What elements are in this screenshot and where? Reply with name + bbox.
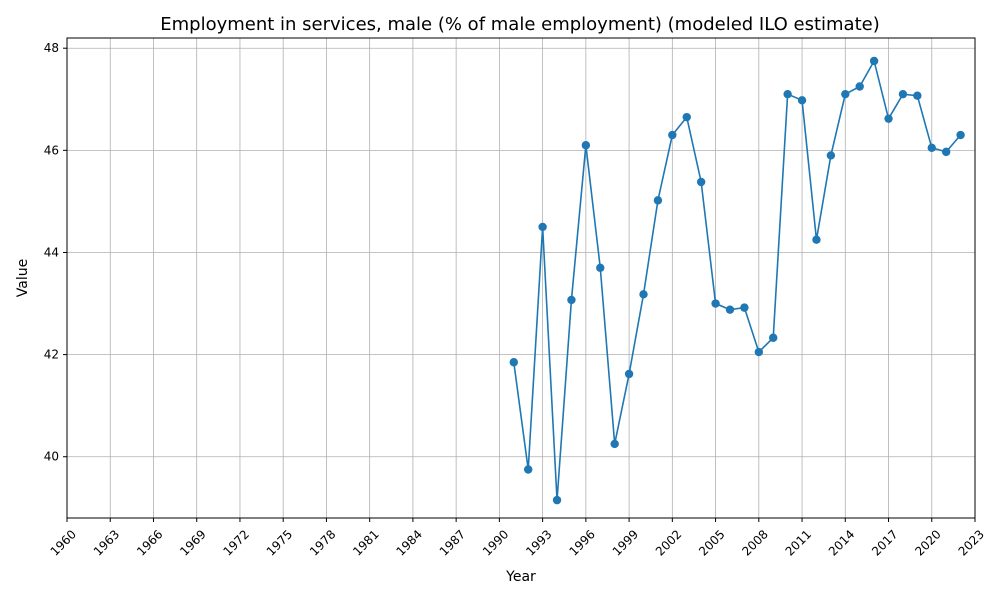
grid-layer <box>66 38 976 518</box>
data-point-2021 <box>941 147 951 157</box>
data-point-2001 <box>653 196 663 205</box>
x-tick-label: 1978 <box>307 527 338 558</box>
data-point-2008 <box>754 347 764 357</box>
data-point-1996 <box>581 141 591 150</box>
data-point-2005 <box>711 299 720 308</box>
x-tick-label: 2011 <box>783 527 814 558</box>
data-point-2017 <box>884 114 893 123</box>
x-tick-label: 1960 <box>48 527 79 558</box>
x-tick-label: 1990 <box>480 527 511 558</box>
data-point-2002 <box>668 130 677 140</box>
y-axis-label: Value <box>15 259 31 297</box>
x-tick-label: 2002 <box>653 527 684 558</box>
x-tick-label: 1987 <box>437 527 468 558</box>
data-point-2014 <box>841 89 850 99</box>
data-point-1995 <box>567 295 576 305</box>
x-tick-label: 2014 <box>826 527 857 558</box>
x-tick-label: 1963 <box>91 527 122 558</box>
data-point-1999 <box>624 369 634 379</box>
series-layer <box>509 56 965 505</box>
x-tick-label: 1972 <box>221 527 252 558</box>
x-tick-label: 1966 <box>134 527 165 558</box>
data-point-2007 <box>740 303 749 312</box>
data-point-2011 <box>797 96 807 105</box>
chart-title: Employment in services, male (% of male … <box>160 14 880 35</box>
y-tick-label: 42 <box>44 348 59 362</box>
data-point-2022 <box>956 130 965 140</box>
data-point-2000 <box>639 290 648 299</box>
data-point-1994 <box>552 495 562 505</box>
data-point-2009 <box>769 333 778 342</box>
data-point-2012 <box>812 235 821 244</box>
data-point-2004 <box>696 177 706 187</box>
data-point-1992 <box>524 465 533 474</box>
data-point-1991 <box>509 358 518 367</box>
x-tick-label: 1996 <box>566 527 597 558</box>
data-point-1998 <box>610 439 619 449</box>
x-tick-label: 2017 <box>869 527 900 558</box>
plot-frame <box>66 37 976 519</box>
y-tick-label: 46 <box>44 143 59 157</box>
x-tick-label: 2023 <box>956 527 987 558</box>
data-point-2018 <box>898 89 908 99</box>
y-tick-label: 40 <box>44 450 59 464</box>
x-tick-label: 2005 <box>696 527 727 558</box>
y-tick-label: 48 <box>44 41 59 55</box>
x-axis-label: Year <box>505 569 536 585</box>
data-point-2019 <box>913 91 922 100</box>
data-point-2013 <box>826 151 836 160</box>
y-tick-label: 44 <box>44 245 59 259</box>
data-point-2020 <box>927 143 936 152</box>
x-tick-label: 1984 <box>393 527 424 558</box>
x-tick-label: 2020 <box>912 527 943 558</box>
data-point-2003 <box>682 112 691 122</box>
data-point-1997 <box>596 263 605 272</box>
x-tick-label: 2008 <box>739 527 770 558</box>
x-tick-label: 1969 <box>177 527 208 558</box>
series-line <box>512 58 962 501</box>
x-tick-label: 1993 <box>523 527 554 558</box>
x-tick-label: 1975 <box>264 527 295 558</box>
data-point-2015 <box>855 82 864 91</box>
x-tick-label: 1981 <box>350 527 381 558</box>
data-point-2010 <box>783 89 792 99</box>
data-point-1993 <box>538 222 547 232</box>
x-tick-label: 1999 <box>610 527 641 558</box>
data-point-2006 <box>725 305 735 314</box>
data-point-2016 <box>869 56 879 66</box>
